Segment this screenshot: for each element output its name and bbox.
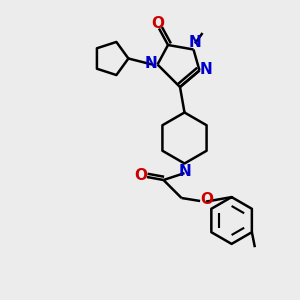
Text: O: O xyxy=(151,16,164,31)
Text: N: N xyxy=(145,56,157,70)
Text: O: O xyxy=(200,192,213,207)
Text: N: N xyxy=(200,61,212,76)
Text: N: N xyxy=(178,164,191,178)
Text: O: O xyxy=(134,168,147,183)
Text: N: N xyxy=(189,35,201,50)
